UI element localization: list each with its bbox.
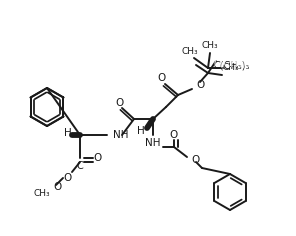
Text: C(CH₃)₃: C(CH₃)₃	[213, 61, 250, 71]
Text: H: H	[64, 128, 72, 138]
Text: O: O	[54, 182, 62, 192]
Text: O: O	[63, 173, 71, 183]
Text: O: O	[94, 153, 102, 163]
Text: CH₃: CH₃	[33, 189, 50, 198]
Text: O: O	[157, 73, 165, 83]
Text: NH: NH	[113, 130, 128, 140]
Text: C(CH₃)₃: C(CH₃)₃	[213, 58, 250, 68]
Text: O: O	[115, 98, 123, 108]
Text: O: O	[191, 155, 199, 165]
Text: H: H	[137, 126, 145, 136]
Text: CH₃: CH₃	[223, 63, 239, 72]
Text: CH₃: CH₃	[182, 47, 198, 56]
Text: O: O	[170, 130, 178, 140]
Text: C: C	[77, 161, 83, 171]
Text: O: O	[196, 80, 204, 90]
Text: NH: NH	[145, 138, 161, 148]
Text: CH₃: CH₃	[202, 42, 218, 51]
